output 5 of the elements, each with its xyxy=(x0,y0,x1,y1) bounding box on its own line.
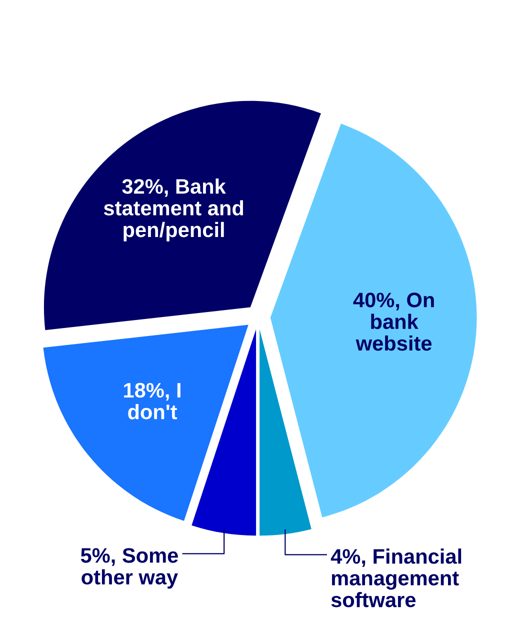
slice-label: 32%, Bank statement and pen/pencil xyxy=(104,178,244,242)
slice-label: 5%, Some other way xyxy=(80,548,178,589)
slice-label: 4%, Financial management software xyxy=(330,548,462,608)
slice-label: 40%, On bank website xyxy=(353,292,434,351)
slice-label: 18%, I don't xyxy=(124,382,180,420)
